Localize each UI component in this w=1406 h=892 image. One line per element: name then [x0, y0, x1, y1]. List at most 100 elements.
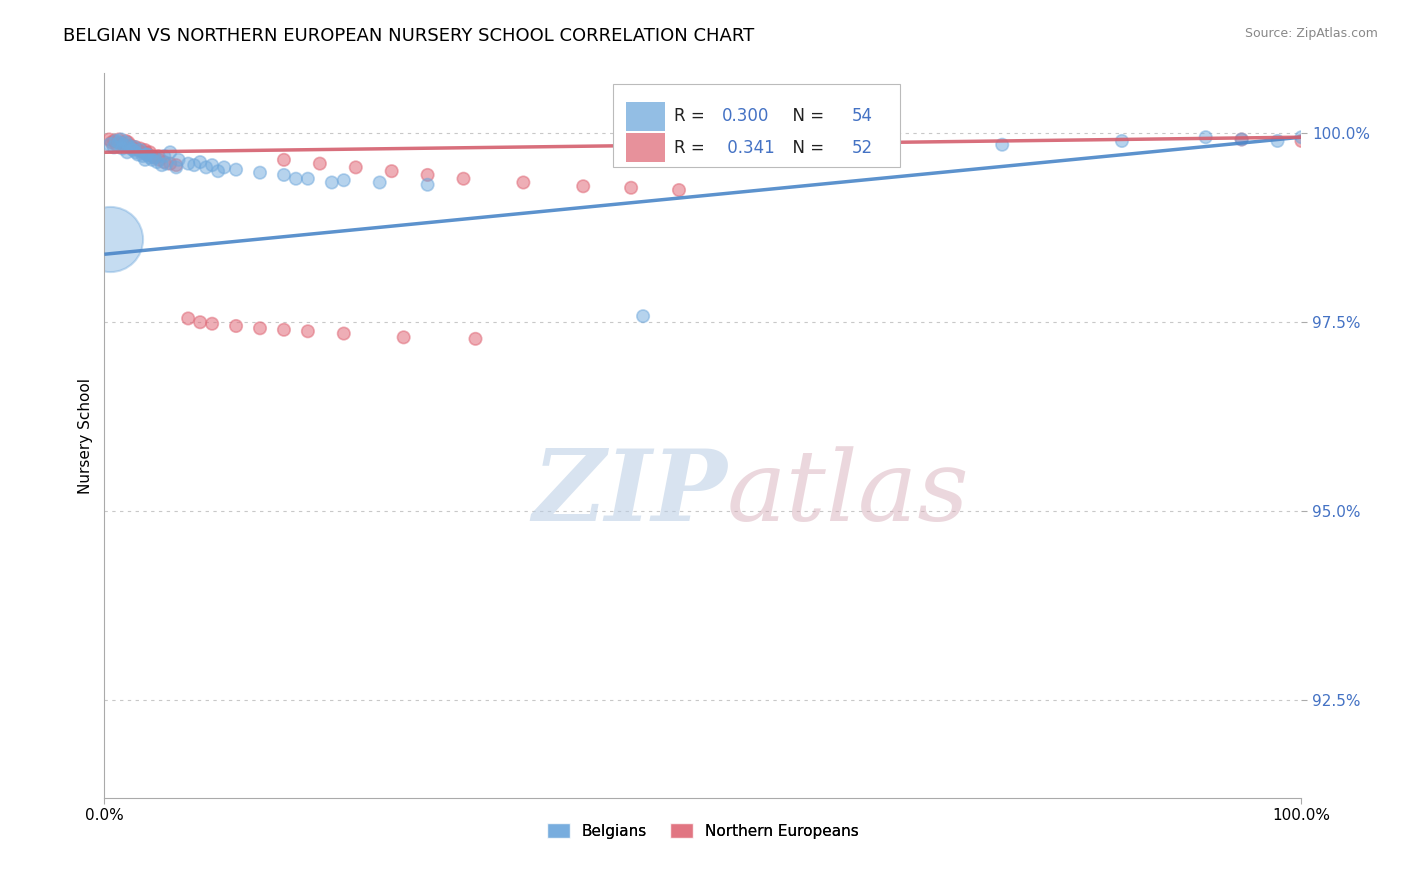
Point — [212, 161, 235, 175]
Point — [141, 153, 163, 167]
Point — [872, 136, 894, 150]
Text: 54: 54 — [852, 107, 872, 126]
Point — [344, 161, 367, 175]
Point — [156, 156, 179, 170]
Point — [112, 137, 135, 152]
Point — [297, 171, 319, 186]
Point — [143, 151, 166, 165]
Point — [1111, 134, 1133, 148]
Point — [512, 176, 534, 190]
Point — [416, 178, 439, 192]
Point — [201, 317, 224, 331]
Point — [392, 330, 415, 344]
Y-axis label: Nursery School: Nursery School — [79, 377, 93, 493]
FancyBboxPatch shape — [626, 133, 665, 162]
Point — [135, 145, 157, 160]
Point — [188, 315, 211, 329]
Point — [572, 179, 595, 194]
Text: R =: R = — [675, 138, 710, 157]
Point — [177, 311, 200, 326]
Point — [117, 136, 139, 150]
Point — [115, 134, 138, 148]
Point — [159, 156, 181, 170]
Point — [141, 149, 163, 163]
Point — [103, 140, 125, 154]
Point — [98, 132, 121, 146]
Text: 52: 52 — [852, 138, 873, 157]
Point — [321, 176, 343, 190]
Point — [120, 141, 142, 155]
Text: N =: N = — [782, 138, 830, 157]
Point — [107, 136, 129, 150]
Point — [124, 145, 146, 160]
Point — [105, 134, 128, 148]
Point — [148, 149, 170, 163]
Point — [225, 162, 247, 177]
Point — [620, 181, 643, 195]
Point — [183, 158, 205, 172]
Point — [110, 132, 132, 146]
Point — [1267, 134, 1289, 148]
Point — [146, 155, 169, 169]
Point — [453, 171, 475, 186]
Point — [1195, 130, 1218, 145]
Point — [124, 141, 146, 155]
Point — [333, 173, 356, 187]
Point — [127, 147, 149, 161]
Point — [177, 156, 200, 170]
Point — [159, 145, 181, 160]
Point — [98, 232, 121, 246]
Text: atlas: atlas — [727, 446, 970, 541]
Text: Source: ZipAtlas.com: Source: ZipAtlas.com — [1244, 27, 1378, 40]
Point — [333, 326, 356, 341]
Point — [1230, 132, 1253, 146]
Point — [139, 151, 162, 165]
Legend: Belgians, Northern Europeans: Belgians, Northern Europeans — [541, 817, 865, 845]
Point — [127, 143, 149, 157]
Point — [308, 156, 330, 170]
Point — [103, 134, 125, 148]
Point — [122, 141, 145, 155]
Point — [167, 153, 190, 167]
Point — [201, 158, 224, 172]
Point — [136, 147, 159, 161]
Point — [273, 168, 295, 182]
Point — [165, 158, 187, 172]
Point — [991, 137, 1014, 152]
Point — [98, 137, 121, 152]
Point — [273, 323, 295, 337]
Point — [165, 161, 187, 175]
Point — [115, 136, 138, 150]
Point — [811, 137, 834, 152]
Point — [134, 153, 156, 167]
Point — [284, 171, 307, 186]
Point — [1291, 134, 1313, 148]
Point — [136, 147, 159, 161]
Point — [129, 141, 152, 155]
Point — [1230, 132, 1253, 146]
Point — [153, 149, 176, 163]
Point — [225, 318, 247, 333]
Point — [111, 137, 134, 152]
Point — [297, 324, 319, 338]
Point — [107, 132, 129, 146]
Point — [111, 141, 134, 155]
Point — [134, 143, 156, 157]
Point — [1291, 130, 1313, 145]
FancyBboxPatch shape — [626, 102, 665, 131]
Point — [131, 145, 153, 160]
Text: R =: R = — [675, 107, 710, 126]
Point — [153, 155, 176, 169]
Text: 0.300: 0.300 — [723, 107, 769, 126]
Point — [135, 147, 157, 161]
Point — [112, 137, 135, 152]
Point — [631, 309, 654, 323]
Point — [150, 158, 173, 172]
Text: BELGIAN VS NORTHERN EUROPEAN NURSERY SCHOOL CORRELATION CHART: BELGIAN VS NORTHERN EUROPEAN NURSERY SCH… — [63, 27, 755, 45]
Text: N =: N = — [782, 107, 830, 126]
Text: ZIP: ZIP — [531, 445, 727, 541]
Point — [131, 149, 153, 163]
Point — [143, 151, 166, 165]
Point — [148, 153, 170, 167]
Point — [100, 136, 122, 150]
